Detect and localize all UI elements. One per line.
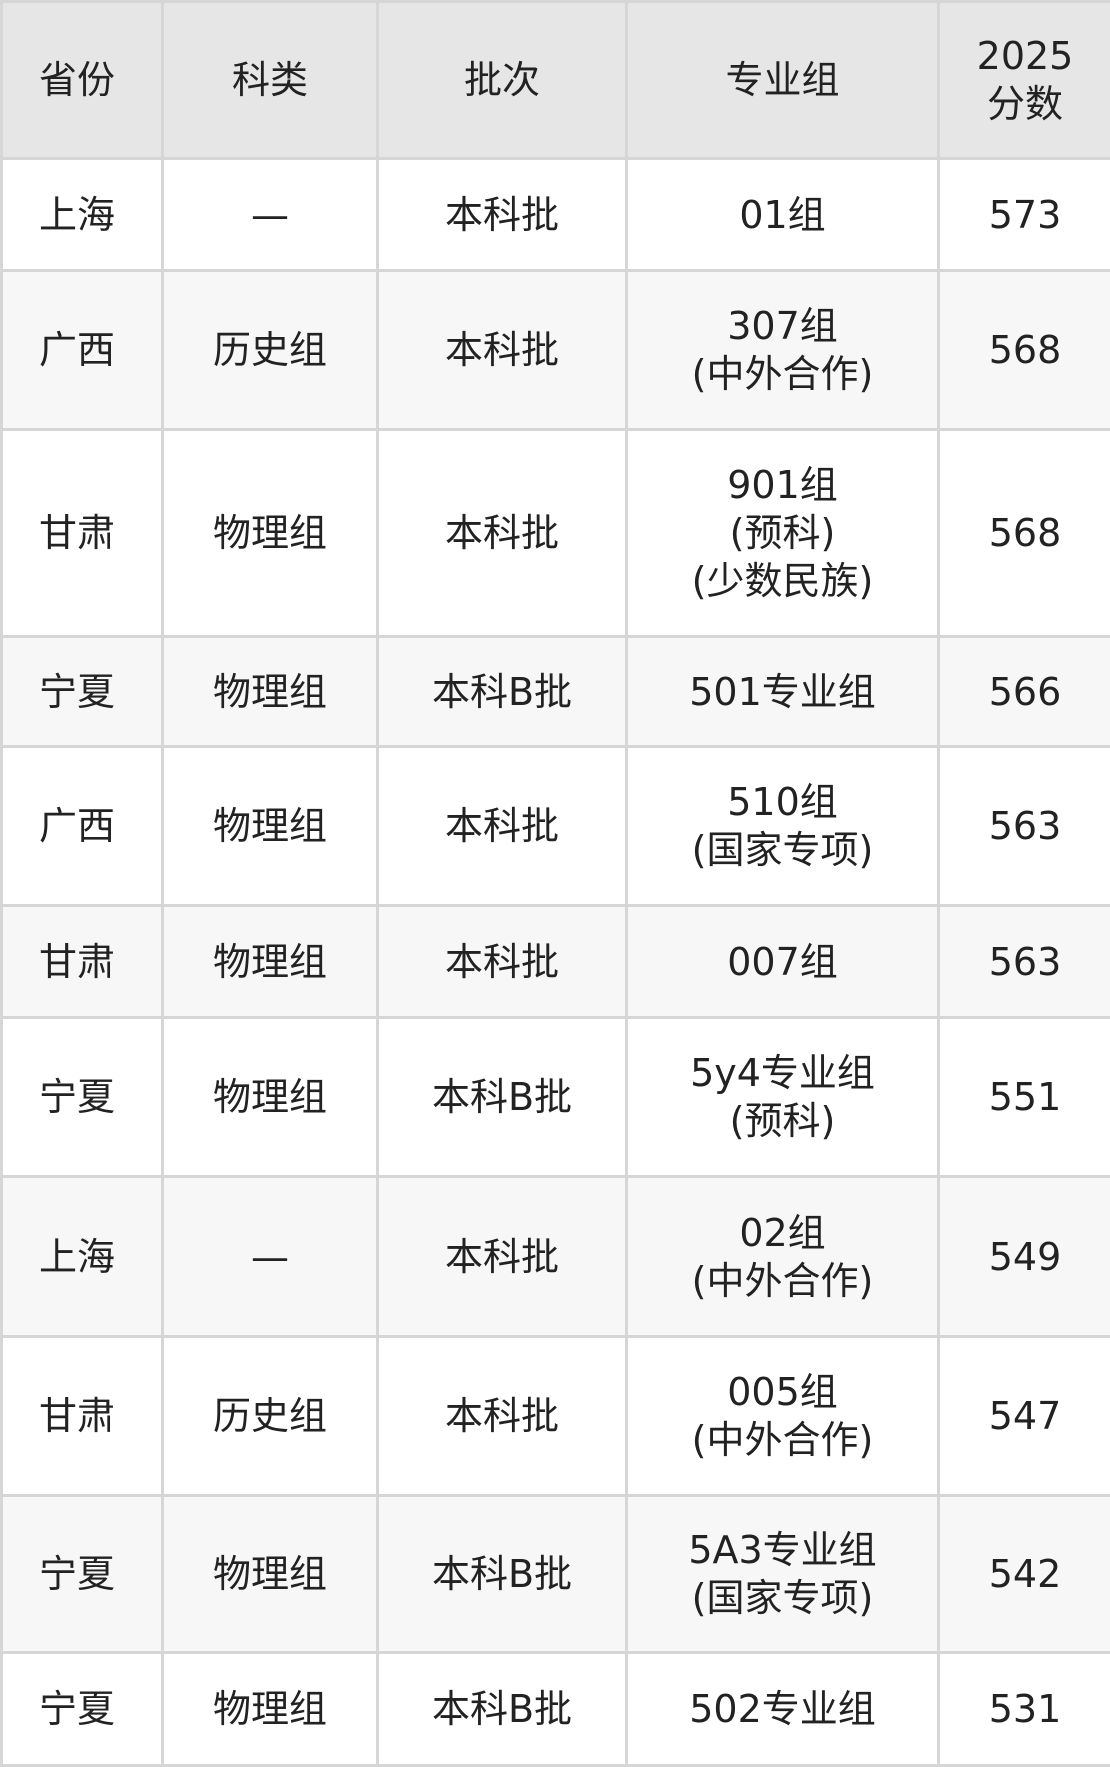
cell-batch: 本科B批 bbox=[376, 635, 628, 748]
cell-score: 568 bbox=[937, 269, 1110, 431]
table-row: 广西 物理组 本科批 510组 (国家专项) 563 bbox=[0, 745, 1110, 907]
cell-province: 宁夏 bbox=[0, 1016, 164, 1178]
cell-group-line: (预科) bbox=[729, 511, 836, 555]
cell-category: — bbox=[161, 1175, 379, 1338]
cell-batch: 本科B批 bbox=[376, 1016, 628, 1178]
cell-group-line: 02组 bbox=[739, 1210, 826, 1255]
cell-category: — bbox=[161, 157, 379, 272]
cell-score: 563 bbox=[937, 745, 1110, 907]
cell-province: 广西 bbox=[0, 269, 164, 431]
header-province: 省份 bbox=[0, 0, 164, 160]
cell-group-line: 005组 bbox=[727, 1370, 838, 1414]
cell-group-line: (国家专项) bbox=[691, 1576, 874, 1620]
cell-category: 历史组 bbox=[161, 1335, 379, 1497]
header-row: 省份 科类 批次 专业组 2025 分数 bbox=[0, 0, 1110, 160]
table-row: 上海 — 本科批 02组 (中外合作) 549 bbox=[0, 1175, 1110, 1338]
cell-category: 历史组 bbox=[161, 269, 379, 431]
cell-group: 007组 bbox=[625, 904, 940, 1019]
table-row: 甘肃 物理组 本科批 901组 (预科) (少数民族) 568 bbox=[0, 428, 1110, 638]
cell-score: 573 bbox=[937, 157, 1110, 272]
cell-category: 物理组 bbox=[161, 1494, 379, 1654]
cell-group: 005组 (中外合作) bbox=[625, 1335, 940, 1497]
header-category: 科类 bbox=[161, 0, 379, 160]
cell-province: 甘肃 bbox=[0, 428, 164, 638]
cell-batch: 本科批 bbox=[376, 745, 628, 907]
cell-score: 563 bbox=[937, 904, 1110, 1019]
cell-group-line: 901组 bbox=[727, 463, 838, 507]
cell-group-line: 007组 bbox=[727, 939, 838, 984]
cell-category: 物理组 bbox=[161, 1651, 379, 1767]
table-row: 甘肃 物理组 本科批 007组 563 bbox=[0, 904, 1110, 1019]
cell-group-line: (国家专项) bbox=[691, 828, 874, 872]
cell-score: 549 bbox=[937, 1175, 1110, 1338]
cell-group: 01组 bbox=[625, 157, 940, 272]
table-row: 上海 — 本科批 01组 573 bbox=[0, 157, 1110, 272]
cell-group: 510组 (国家专项) bbox=[625, 745, 940, 907]
cell-category: 物理组 bbox=[161, 904, 379, 1019]
cell-batch: 本科批 bbox=[376, 157, 628, 272]
cell-batch: 本科B批 bbox=[376, 1494, 628, 1654]
cell-group: 502专业组 bbox=[625, 1651, 940, 1767]
cell-group-line: (中外合作) bbox=[691, 1258, 874, 1303]
header-group: 专业组 bbox=[625, 0, 940, 160]
cell-category: 物理组 bbox=[161, 635, 379, 748]
cell-group: 901组 (预科) (少数民族) bbox=[625, 428, 940, 638]
table-row: 宁夏 物理组 本科B批 502专业组 531 bbox=[0, 1651, 1110, 1767]
table-row: 宁夏 物理组 本科B批 5y4专业组 (预科) 551 bbox=[0, 1016, 1110, 1178]
cell-group-line: 5A3专业组 bbox=[688, 1528, 877, 1572]
cell-batch: 本科批 bbox=[376, 1335, 628, 1497]
cell-province: 上海 bbox=[0, 1175, 164, 1338]
cell-province: 上海 bbox=[0, 157, 164, 272]
cell-batch: 本科批 bbox=[376, 904, 628, 1019]
cell-group-line: 307组 bbox=[727, 304, 838, 348]
cell-group-line: (中外合作) bbox=[691, 352, 874, 396]
cell-group-line: (少数民族) bbox=[691, 559, 874, 603]
cell-score: 531 bbox=[937, 1651, 1110, 1767]
cell-category: 物理组 bbox=[161, 745, 379, 907]
cell-group-line: 502专业组 bbox=[689, 1687, 876, 1731]
table-row: 甘肃 历史组 本科批 005组 (中外合作) 547 bbox=[0, 1335, 1110, 1497]
cell-province: 广西 bbox=[0, 745, 164, 907]
cell-group-line: (中外合作) bbox=[691, 1418, 874, 1462]
cell-group: 02组 (中外合作) bbox=[625, 1175, 940, 1338]
cell-score: 551 bbox=[937, 1016, 1110, 1178]
cell-province: 甘肃 bbox=[0, 904, 164, 1019]
cell-batch: 本科批 bbox=[376, 428, 628, 638]
header-batch: 批次 bbox=[376, 0, 628, 160]
cell-group-line: 5y4专业组 bbox=[690, 1051, 875, 1095]
table-row: 宁夏 物理组 本科B批 5A3专业组 (国家专项) 542 bbox=[0, 1494, 1110, 1654]
cell-group-line: 501专业组 bbox=[689, 669, 876, 714]
table-row: 宁夏 物理组 本科B批 501专业组 566 bbox=[0, 635, 1110, 748]
cell-score: 566 bbox=[937, 635, 1110, 748]
table-row: 广西 历史组 本科批 307组 (中外合作) 568 bbox=[0, 269, 1110, 431]
cell-group: 5A3专业组 (国家专项) bbox=[625, 1494, 940, 1654]
cell-group-line: 510组 bbox=[727, 780, 838, 824]
cell-score: 542 bbox=[937, 1494, 1110, 1654]
cell-batch: 本科批 bbox=[376, 1175, 628, 1338]
cell-province: 宁夏 bbox=[0, 1494, 164, 1654]
cell-category: 物理组 bbox=[161, 1016, 379, 1178]
cell-batch: 本科批 bbox=[376, 269, 628, 431]
cell-group-line: 01组 bbox=[739, 192, 826, 237]
cell-province: 甘肃 bbox=[0, 1335, 164, 1497]
cell-province: 宁夏 bbox=[0, 635, 164, 748]
cell-group: 5y4专业组 (预科) bbox=[625, 1016, 940, 1178]
header-score: 2025 分数 bbox=[937, 0, 1110, 160]
header-score-label: 分数 bbox=[986, 82, 1063, 126]
cell-score: 547 bbox=[937, 1335, 1110, 1497]
cell-group-line: (预科) bbox=[729, 1099, 836, 1143]
cell-category: 物理组 bbox=[161, 428, 379, 638]
cell-group: 307组 (中外合作) bbox=[625, 269, 940, 431]
cell-province: 宁夏 bbox=[0, 1651, 164, 1767]
header-score-year: 2025 bbox=[976, 34, 1074, 78]
cell-score: 568 bbox=[937, 428, 1110, 638]
cell-group: 501专业组 bbox=[625, 635, 940, 748]
cell-batch: 本科B批 bbox=[376, 1651, 628, 1767]
